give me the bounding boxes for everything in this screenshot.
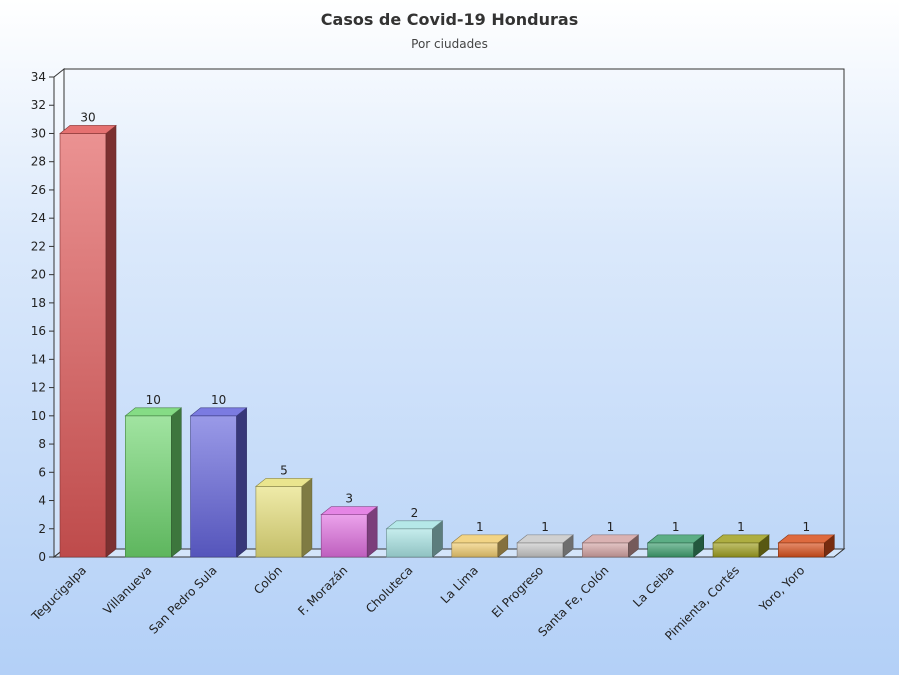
x-tick-label: Santa Fe, Colón	[535, 563, 611, 639]
bar-top-0	[59, 125, 117, 134]
y-tick-label: 28	[31, 155, 46, 169]
bar-side-1	[171, 407, 182, 558]
bar-2	[190, 415, 237, 558]
chart-subtitle: Por ciudades	[411, 37, 488, 51]
bar-side-4	[366, 506, 378, 558]
data-label: 1	[476, 520, 484, 534]
data-label: 1	[737, 520, 745, 534]
data-label: 1	[802, 520, 810, 534]
data-label: 1	[607, 520, 615, 534]
y-tick-label: 24	[31, 211, 46, 225]
bar-side-0	[105, 124, 117, 558]
data-label: 1	[541, 520, 549, 534]
bar-top-1	[124, 407, 183, 417]
y-tick-label: 0	[38, 550, 46, 564]
y-tick-label: 32	[31, 98, 46, 112]
data-label: 5	[280, 463, 288, 477]
y-tick-label: 34	[31, 70, 46, 84]
x-tick-label: Tegucigalpa	[28, 563, 89, 624]
x-tick-label: Yoro, Yoro	[756, 563, 807, 614]
y-tick-label: 4	[38, 494, 46, 508]
bar-top-3	[255, 478, 313, 487]
y-tick-label: 2	[38, 522, 46, 536]
bar-6	[451, 542, 499, 558]
y-tick-label: 30	[31, 126, 46, 140]
y-tick-label: 16	[31, 324, 46, 338]
bar-top-7	[516, 534, 574, 544]
x-tick-label: La Ceiba	[630, 563, 677, 610]
bar-top-8	[581, 534, 640, 544]
x-tick-label: La Lima	[438, 563, 481, 606]
bar-4	[320, 514, 368, 558]
bar-top-2	[189, 407, 248, 417]
x-tick-label: Villanueva	[100, 563, 154, 617]
x-tick-label: F. Morazán	[295, 563, 350, 618]
bar-top-5	[385, 520, 444, 530]
y-tick-label: 12	[31, 381, 46, 395]
x-tick-label: Colón	[251, 563, 285, 597]
chart-title: Casos de Covid-19 Honduras	[320, 10, 579, 29]
y-tick-label: 6	[38, 465, 46, 479]
bar-9	[647, 542, 695, 558]
bar-5	[386, 528, 433, 558]
data-label: 10	[146, 393, 161, 407]
bar-1	[125, 415, 172, 558]
bar-8	[582, 542, 629, 558]
bar-top-10	[712, 534, 770, 544]
y-tick-label: 18	[31, 296, 46, 310]
data-label: 30	[80, 110, 95, 124]
bar-top-4	[320, 506, 379, 515]
bar-side-2	[236, 407, 247, 558]
bar-3	[255, 486, 303, 558]
y-tick-label: 10	[31, 409, 46, 423]
y-tick-label: 20	[31, 268, 46, 282]
x-tick-label: El Progreso	[489, 563, 546, 620]
y-tick-label: 26	[31, 183, 46, 197]
data-label: 10	[211, 393, 226, 407]
bar-side-3	[301, 477, 313, 558]
x-tick-label: San Pedro Sula	[146, 563, 219, 636]
bar-top-6	[450, 534, 509, 544]
bar-10	[712, 542, 760, 558]
y-tick-label: 22	[31, 239, 46, 253]
bar-7	[516, 542, 564, 558]
bar-11	[777, 542, 825, 558]
y-tick-label: 14	[31, 352, 46, 366]
data-label: 1	[672, 520, 680, 534]
data-label: 3	[345, 492, 353, 506]
bar-top-11	[777, 534, 836, 544]
y-tick-label: 8	[38, 437, 46, 451]
bar-0	[59, 133, 107, 558]
data-label: 2	[411, 506, 419, 520]
bar-top-9	[646, 534, 705, 544]
x-tick-label: Choluteca	[363, 563, 416, 616]
